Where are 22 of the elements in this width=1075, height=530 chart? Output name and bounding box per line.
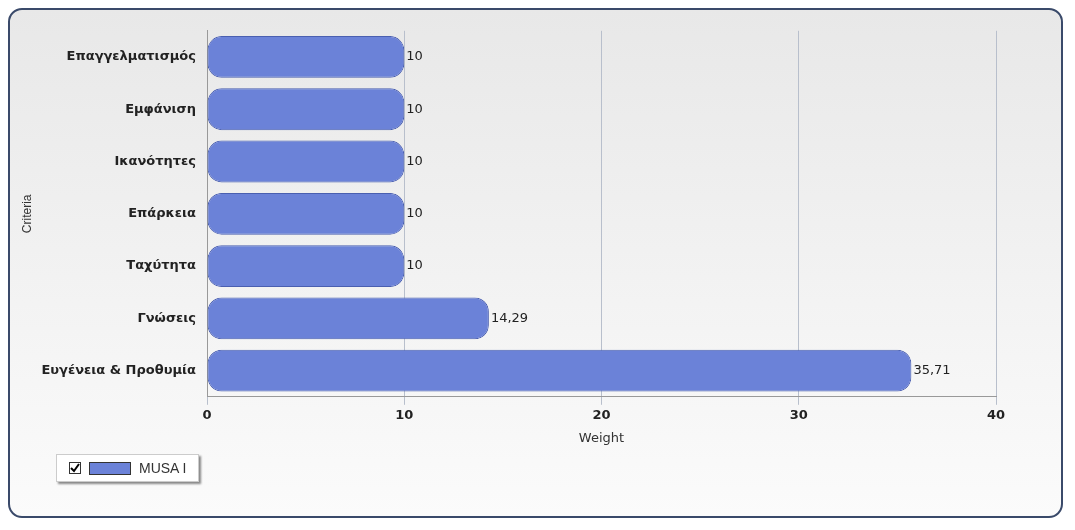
x-tick-label: 30 (789, 406, 808, 422)
y-tick-label: Επαγγελματισμός (66, 48, 197, 64)
y-tick-label: Γνώσεις (137, 309, 197, 325)
data-label: 14,29 (490, 309, 529, 325)
data-label: 10 (406, 205, 423, 221)
x-tick-label: 10 (395, 406, 414, 422)
y-axis-title: Criteria (19, 194, 34, 234)
y-tick-label: Εμφάνιση (125, 100, 197, 116)
y-tick-label: Επάρκεια (128, 205, 197, 221)
y-tick-label: Ταχύτητα (126, 257, 197, 273)
x-tick-label: 40 (986, 406, 1006, 422)
data-label: 10 (406, 48, 423, 64)
data-label: 10 (406, 257, 423, 273)
text: MUSA I (139, 460, 187, 476)
data-label: 10 (406, 152, 423, 168)
data-label: 35,71 (913, 362, 951, 378)
data-label: 10 (406, 100, 423, 116)
y-tick-label: Ικανότητες (114, 152, 197, 168)
x-tick-label: 0 (202, 406, 212, 422)
x-tick-label: 20 (592, 406, 611, 422)
y-tick-label: Ευγένεια & Προθυμία (41, 362, 197, 378)
x-axis-title: Weight (578, 429, 625, 445)
